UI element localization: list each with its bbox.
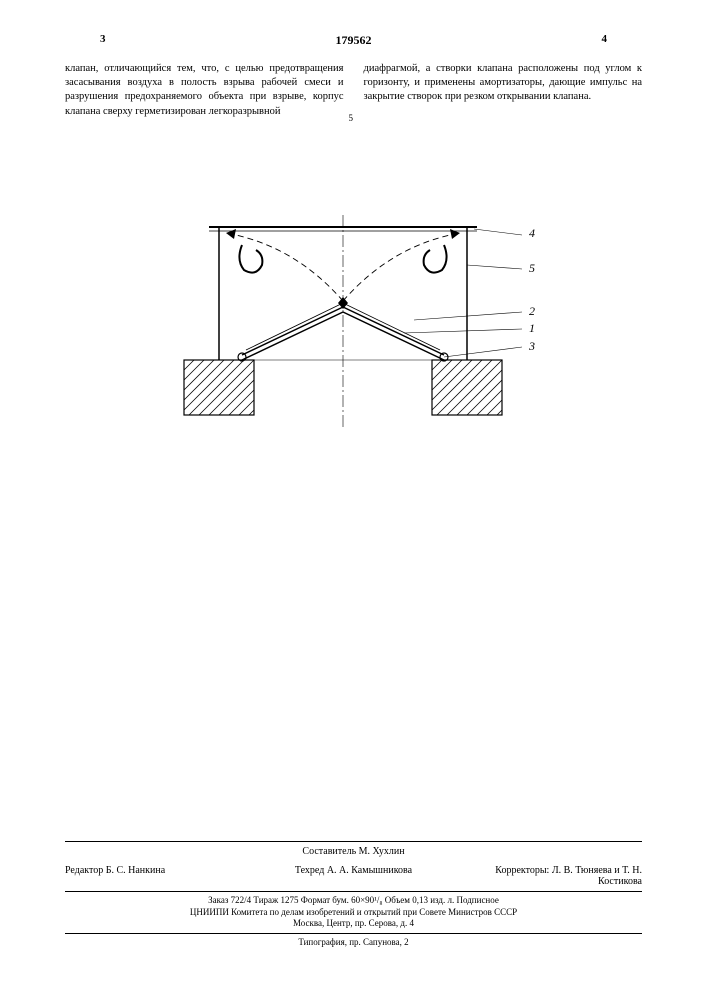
editor: Редактор Б. С. Нанкина [65, 865, 257, 887]
left-column: клапан, отличающийся тем, что, с целью п… [65, 62, 344, 119]
body-text: клапан, отличающийся тем, что, с целью п… [65, 62, 642, 119]
flap-right [343, 303, 444, 360]
imprint: Заказ 722/4 Тираж 1275 Формат бум. 60×90… [65, 892, 642, 934]
order-line-3: Москва, Центр, пр. Серова, д. 4 [65, 918, 642, 930]
technical-figure: 4 5 2 1 3 [164, 215, 544, 435]
col-right-content: диафрагмой, а створки клапана расположен… [364, 63, 643, 102]
line-marker: 5 [349, 112, 354, 124]
arc-right [343, 233, 460, 301]
label-1: 1 [529, 321, 535, 335]
correctors: Корректоры: Л. В. Тюняева и Т. Н. Костик… [450, 865, 642, 887]
footer: Составитель М. Хухлин Редактор Б. С. Нан… [65, 841, 642, 950]
label-3: 3 [528, 339, 535, 353]
flap-left [242, 303, 343, 360]
right-column: диафрагмой, а створки клапана расположен… [364, 62, 643, 119]
compiler-line: Составитель М. Хухлин [65, 842, 642, 861]
typography-line: Типография, пр. Сапунова, 2 [65, 934, 642, 950]
order-line-2: ЦНИИПИ Комитета по делам изобретений и о… [65, 907, 642, 919]
spring-right [423, 245, 446, 273]
tech-editor: Техред А. А. Камышникова [257, 865, 449, 887]
order-line-1: Заказ 722/4 Тираж 1275 Формат бум. 60×90… [65, 895, 642, 907]
document-number: 179562 [336, 33, 372, 48]
page-number-right: 4 [602, 33, 608, 45]
label-2: 2 [529, 304, 535, 318]
label-5: 5 [529, 261, 535, 275]
label-4: 4 [529, 226, 535, 240]
arc-left [226, 233, 343, 301]
col-left-content: клапан, отличающийся тем, что, с целью п… [65, 63, 344, 117]
base-left [184, 360, 254, 415]
page-number-left: 3 [100, 33, 106, 45]
base-right [432, 360, 502, 415]
spring-left [239, 245, 262, 273]
